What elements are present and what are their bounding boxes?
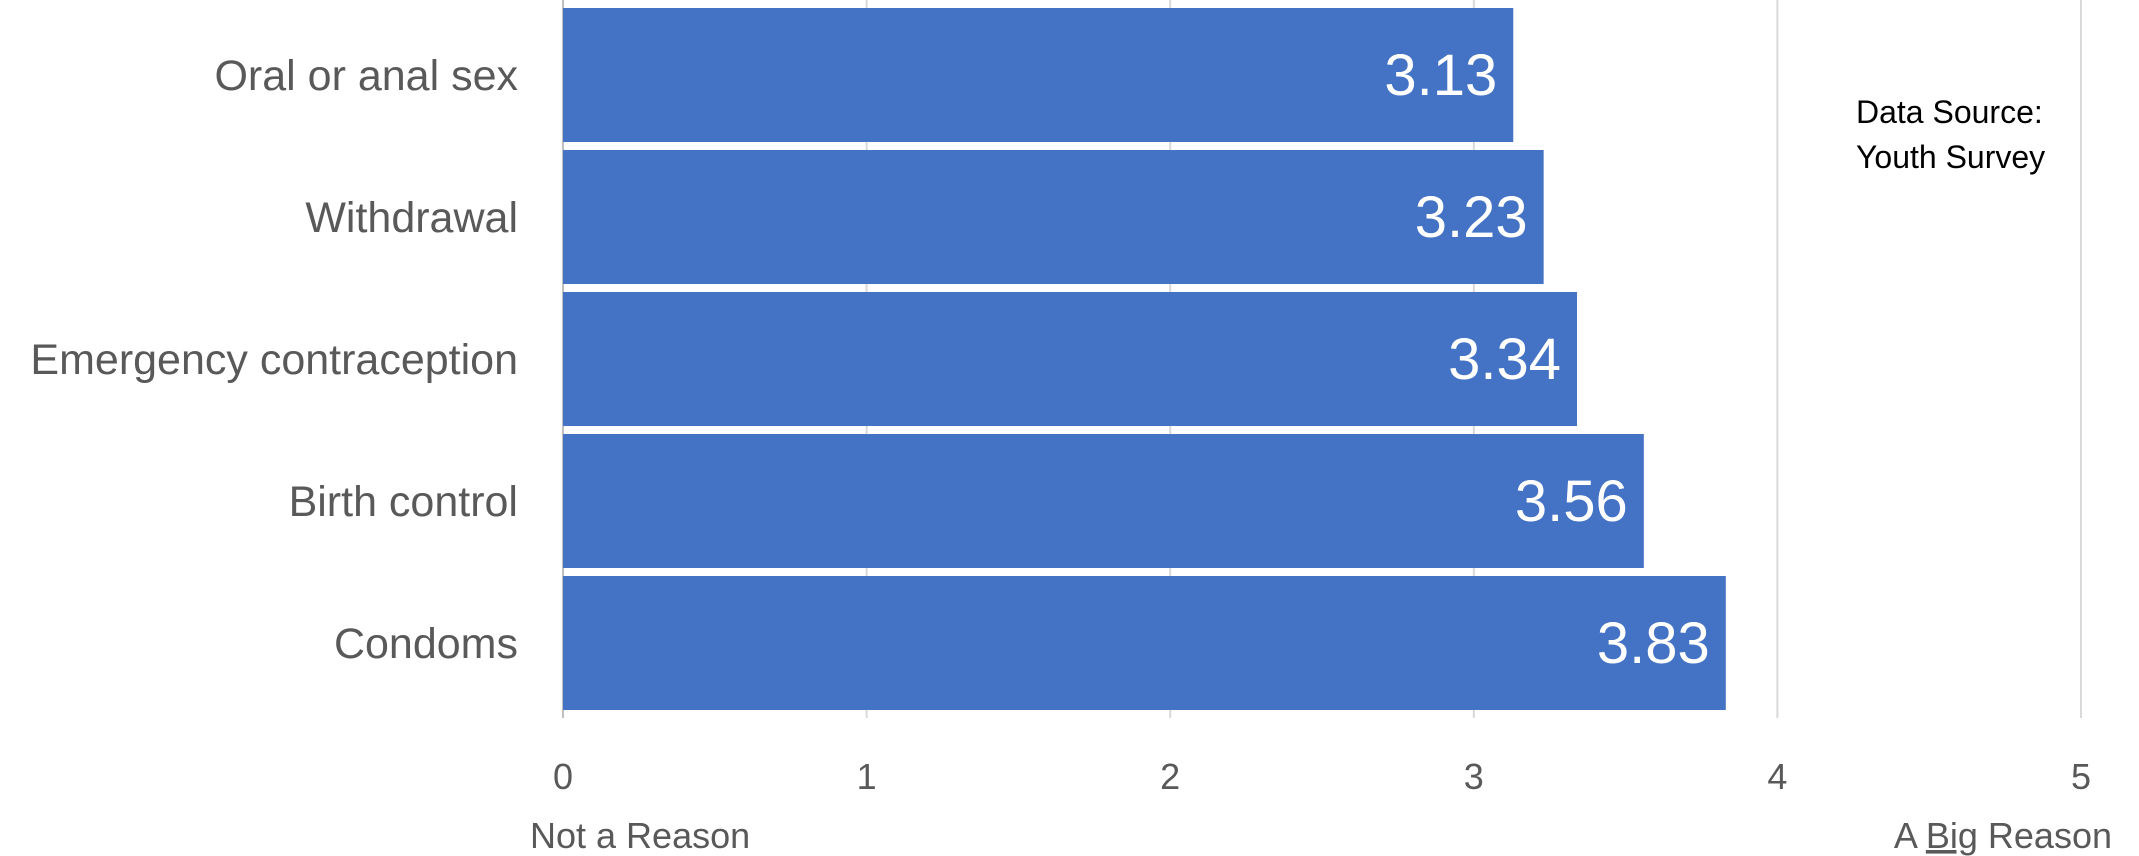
category-labels: Oral or anal sex Withdrawal Emergency cont… <box>30 52 518 668</box>
bars: 3.13 3.23 3.34 3.56 3.83 <box>563 8 1726 710</box>
bar <box>563 150 1544 284</box>
x-tick-label: 3 <box>1464 756 1484 797</box>
bar <box>563 8 1514 142</box>
x-tick-label: 5 <box>2071 756 2091 797</box>
scale-high-label-prefix: A <box>1894 815 1926 856</box>
data-source-line-1: Data Source: <box>1856 94 2043 130</box>
data-source-line-2: Youth Survey <box>1856 139 2045 175</box>
category-label: Withdrawal <box>305 194 518 242</box>
scale-high-label: A Big Reason <box>1894 815 2112 856</box>
data-label: 3.56 <box>1515 469 1628 534</box>
category-label: Birth control <box>289 478 518 526</box>
x-tick-label: 2 <box>1160 756 1180 797</box>
x-tick-labels: 0 1 2 3 4 5 <box>553 756 2091 797</box>
bar <box>563 576 1726 710</box>
scale-high-label-emphasis: Big <box>1926 815 1978 856</box>
category-label: Condoms <box>334 620 518 668</box>
bar <box>563 292 1578 426</box>
category-label: Oral or anal sex <box>214 52 518 100</box>
x-tick-label: 0 <box>553 756 573 797</box>
x-tick-label: 1 <box>857 756 877 797</box>
data-label: 3.83 <box>1597 611 1710 676</box>
scale-high-label-suffix: Reason <box>1978 815 2112 856</box>
scale-low-label: Not a Reason <box>530 815 750 856</box>
data-label: 3.13 <box>1384 43 1497 108</box>
data-label: 3.23 <box>1415 185 1528 250</box>
bar <box>563 434 1644 568</box>
x-tick-label: 4 <box>1767 756 1787 797</box>
category-label: Emergency contraception <box>30 336 518 384</box>
data-label: 3.34 <box>1448 327 1561 392</box>
